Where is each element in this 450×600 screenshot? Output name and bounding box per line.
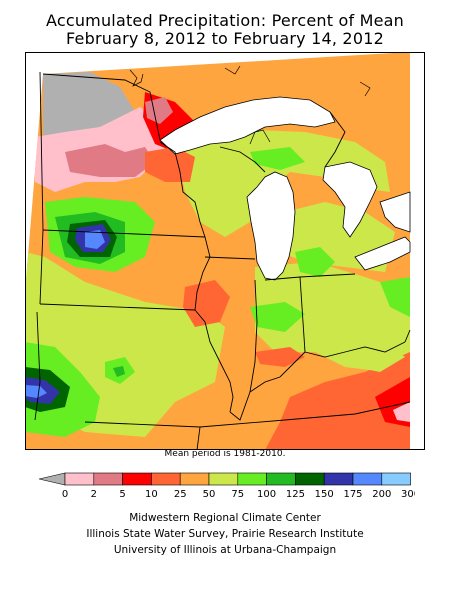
border-wv — [404, 329, 411, 343]
border-mn-nd — [39, 71, 44, 231]
border-wi-mi — [219, 146, 266, 173]
border-mi-in-oh — [264, 273, 356, 281]
map-title-line2: February 8, 2012 to February 14, 2012 — [66, 29, 384, 48]
bright-green-il — [250, 302, 305, 332]
legend-tick-label: 75 — [231, 489, 244, 500]
legend-swatch-0-2 — [64, 472, 95, 486]
darkgreen-mid-south — [113, 366, 125, 377]
legend-swatch-10-25 — [151, 472, 181, 486]
legend-tick-label: 50 — [203, 489, 216, 500]
legend-swatch-175-200 — [352, 472, 383, 486]
legend-swatch-200-300 — [381, 472, 411, 486]
legend-swatch-100-125 — [266, 472, 296, 486]
border-mo-il-river — [194, 309, 234, 413]
lake-huron — [322, 161, 378, 238]
legend-swatch-5-10 — [122, 472, 152, 486]
lightgreen-se — [355, 342, 405, 372]
border-in-ky — [249, 351, 306, 393]
border-mo-ks — [34, 311, 41, 421]
legend-tick-label: 5 — [119, 489, 125, 500]
legend-tick-label: 100 — [257, 489, 276, 500]
credit-line2: Illinois State Water Survey, Prairie Res… — [86, 528, 364, 540]
border-mn-ia — [42, 229, 206, 238]
legend-tick-label: 175 — [343, 489, 362, 500]
border-ky-tn — [199, 401, 411, 428]
legend-tick-label: 2 — [91, 489, 97, 500]
border-ia-il — [194, 236, 211, 311]
border-ia-ne-sd — [39, 229, 44, 305]
credit-line1: Midwestern Regional Climate Center — [129, 512, 321, 524]
orangered-il — [183, 280, 230, 327]
green-swath-east — [255, 262, 410, 372]
border-mi-ontario — [324, 111, 346, 168]
legend-swatch-50-75 — [208, 472, 239, 486]
pink-se — [393, 402, 410, 422]
legend-swatch-25-50 — [179, 472, 210, 486]
border-ia-mo — [39, 303, 196, 311]
legend-swatch-2-5 — [93, 472, 123, 486]
legend-tick-label: 150 — [315, 489, 334, 500]
orangered-in — [255, 347, 305, 367]
legend-tick-label: 25 — [174, 489, 187, 500]
darkpink-nw — [65, 144, 155, 177]
border-wi-il — [204, 256, 256, 260]
precipitation-map — [25, 52, 425, 450]
border-tn-ar — [196, 426, 201, 450]
lake-michigan — [246, 171, 296, 281]
bright-green-mi — [295, 247, 335, 277]
border-us-canada — [42, 73, 161, 141]
legend-swatch-75-100 — [237, 472, 267, 486]
mean-period-note: Mean period is 1981-2010. — [164, 449, 286, 459]
state-borders — [34, 71, 411, 450]
legend-tick-label: 125 — [286, 489, 305, 500]
border-mn-wi — [159, 141, 206, 238]
bright-green-upper — [250, 147, 305, 170]
legend-tick-label: 0 — [62, 489, 68, 500]
credit-line3: University of Illinois at Urbana-Champai… — [113, 544, 337, 556]
lightblue-sw — [25, 385, 47, 398]
legend-tick-label: 300 — [401, 489, 415, 500]
border-mo-ar — [84, 421, 201, 428]
green-swath-upper-mi — [175, 130, 390, 237]
lake-erie — [354, 236, 411, 271]
great-lakes — [159, 96, 411, 281]
lake-superior — [159, 96, 336, 155]
border-oh-ky — [304, 341, 406, 358]
border-in-oh — [299, 276, 306, 353]
map-frame — [25, 52, 425, 450]
legend-tick-label: 10 — [145, 489, 158, 500]
legend-tick-label: 200 — [372, 489, 391, 500]
legend-under-arrow — [38, 472, 66, 486]
lightblue-nw — [85, 230, 105, 249]
coastline-details — [129, 65, 371, 145]
lake-georgian — [379, 191, 411, 233]
orangered-se — [265, 352, 410, 450]
legend-swatch-150-175 — [323, 472, 354, 486]
border-il-in — [249, 279, 258, 393]
orangered-nw-strip — [145, 147, 195, 182]
border-mo-ky — [229, 391, 251, 421]
grey-nw — [43, 72, 135, 142]
bright-green-oh — [380, 277, 410, 317]
legend-swatch-125-150 — [295, 472, 325, 486]
map-title-line1: Accumulated Precipitation: Percent of Me… — [45, 11, 404, 30]
color-legend: 02510255075100125150175200300 — [38, 472, 415, 500]
